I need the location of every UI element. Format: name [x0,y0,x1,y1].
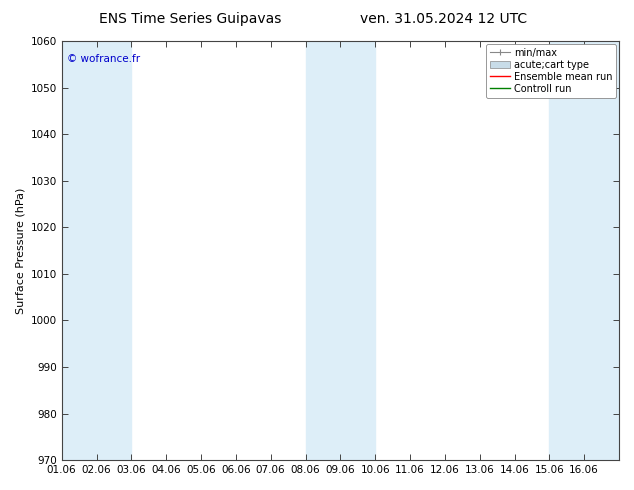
Y-axis label: Surface Pressure (hPa): Surface Pressure (hPa) [15,187,25,314]
Bar [61,41,131,460]
Text: ven. 31.05.2024 12 UTC: ven. 31.05.2024 12 UTC [360,12,527,26]
Bar [306,41,375,460]
Legend: min/max, acute;cart type, Ensemble mean run, Controll run: min/max, acute;cart type, Ensemble mean … [486,44,616,98]
Text: ENS Time Series Guipavas: ENS Time Series Guipavas [99,12,281,26]
Bar [549,41,619,460]
Text: © wofrance.fr: © wofrance.fr [67,53,140,64]
